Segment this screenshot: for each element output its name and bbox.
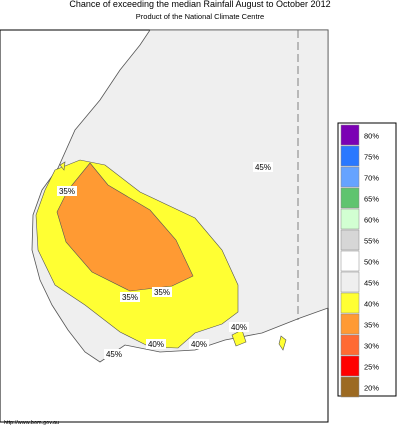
region-40 <box>59 161 66 171</box>
legend-swatch <box>340 166 360 188</box>
legend-swatch <box>340 355 360 377</box>
contour-label: 35% <box>154 288 170 297</box>
legend-label: 55% <box>364 237 379 246</box>
label-backdrop <box>189 339 209 349</box>
legend-label: 30% <box>364 342 379 351</box>
legend-label: 35% <box>364 321 379 330</box>
legend-label: 50% <box>364 258 379 267</box>
legend-swatch <box>340 376 360 398</box>
legend-swatch <box>340 271 360 293</box>
legend-label: 25% <box>364 363 379 372</box>
legend-label: 20% <box>364 384 379 393</box>
label-backdrop <box>229 322 249 332</box>
legend-swatch <box>340 250 360 272</box>
legend: 80% 75% 70% 65% 60% 55% 50% 45% 40% 35% 30% 25% 20% <box>340 124 379 398</box>
legend-label: 75% <box>364 153 379 162</box>
contour-label: 45% <box>255 163 271 172</box>
contour-label: 40% <box>191 340 207 349</box>
legend-swatch <box>340 187 360 209</box>
label-backdrop <box>57 186 77 196</box>
legend-swatch <box>340 292 360 314</box>
legend-swatch <box>340 145 360 167</box>
title: Chance of exceeding the median Rainfall … <box>69 0 330 9</box>
legend-swatch <box>340 124 360 146</box>
legend-label: 60% <box>364 216 379 225</box>
legend-label: 40% <box>364 300 379 309</box>
label-backdrop <box>253 162 273 172</box>
legend-label: 65% <box>364 195 379 204</box>
region-35 <box>56 162 194 292</box>
footer: http://www.bom.gov.au <box>4 420 59 426</box>
label-backdrop <box>146 339 166 349</box>
contour-label: 45% <box>106 350 122 359</box>
label-backdrop <box>120 292 140 302</box>
subtitle: Product of the National Climate Centre <box>136 12 264 21</box>
legend-swatch <box>340 229 360 251</box>
legend-label: 80% <box>364 132 379 141</box>
legend-label: 45% <box>364 279 379 288</box>
legend-swatch <box>340 334 360 356</box>
legend-swatch <box>340 313 360 335</box>
label-backdrop <box>152 287 172 297</box>
contour-label: 40% <box>148 340 164 349</box>
contour-label: 35% <box>59 187 75 196</box>
contour-labels: 45% 35% 35% 35% 40% 40% 40% 45% <box>57 162 273 359</box>
label-backdrop <box>104 349 124 359</box>
contour-label: 35% <box>122 293 138 302</box>
contour-label: 40% <box>231 323 247 332</box>
region-40 <box>278 335 287 351</box>
legend-label: 70% <box>364 174 379 183</box>
map: 45% 35% 35% 35% 40% 40% 40% 45% <box>0 29 329 423</box>
legend-swatch <box>340 208 360 230</box>
